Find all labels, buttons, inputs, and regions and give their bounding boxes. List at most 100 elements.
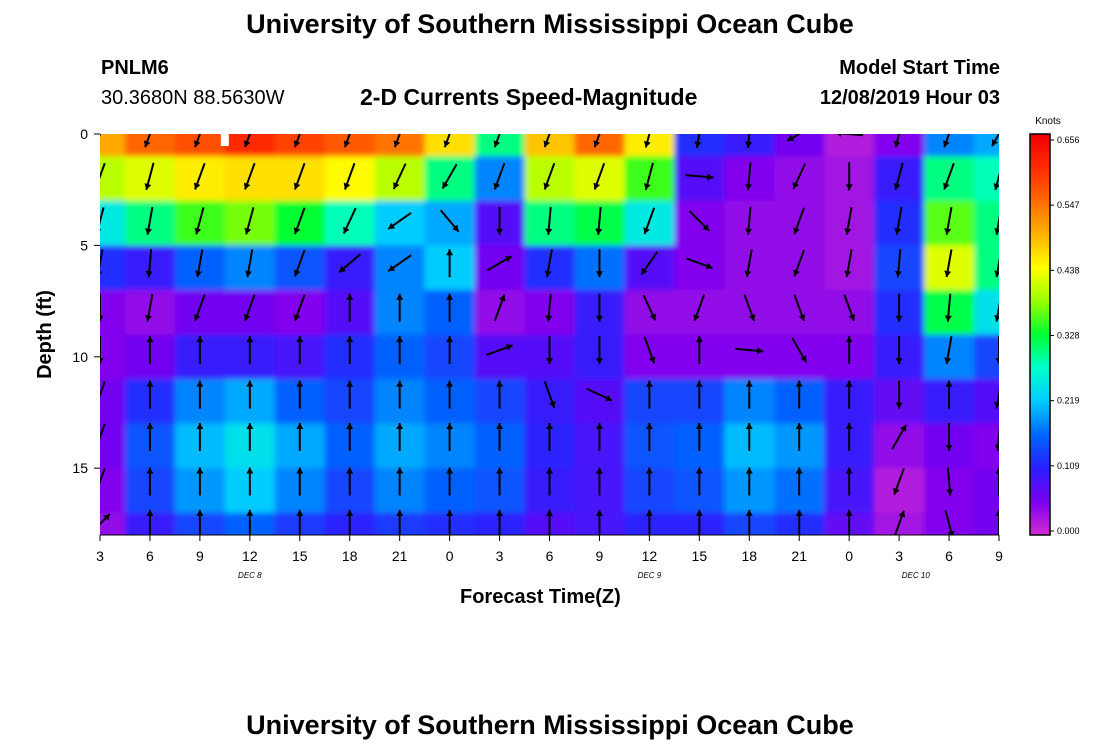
current-vector (396, 422, 404, 451)
current-vector (493, 162, 506, 190)
current-vector (246, 336, 254, 365)
current-vector (546, 336, 553, 365)
vector-head (296, 380, 304, 387)
vector-head (146, 336, 154, 343)
current-vector (993, 172, 999, 191)
vector-head (346, 509, 354, 516)
heatmap-cell (574, 134, 625, 157)
heatmap-cell (974, 200, 999, 246)
current-vector (296, 336, 304, 365)
x-tick-label: 12 (642, 548, 658, 564)
vector-head (343, 182, 351, 190)
current-vector (144, 162, 155, 191)
vector-head (744, 270, 752, 277)
heatmap-cell (574, 156, 625, 202)
vector-head (244, 227, 252, 235)
vector-head (795, 467, 803, 474)
current-vector (991, 134, 999, 147)
vector-head (100, 229, 102, 231)
heatmap-cell (774, 334, 825, 380)
current-vector (446, 509, 454, 535)
vector-head (641, 267, 648, 275)
current-vector (496, 509, 504, 535)
vector-head (144, 183, 152, 190)
current-vector (346, 422, 354, 451)
vector-head (895, 358, 903, 365)
vector-head (146, 509, 154, 516)
heatmap-cell (224, 289, 276, 335)
current-vector (745, 206, 753, 235)
x-tick-label: 21 (791, 548, 807, 564)
footer-title: University of Southern Mississippi Ocean… (246, 710, 854, 740)
vector-head (296, 422, 304, 429)
heatmap-cell (524, 379, 575, 425)
vector-head (994, 315, 999, 322)
vector-head (595, 358, 603, 365)
colorbar-tick-label: 0.000 (1057, 526, 1080, 536)
heatmap-cell (100, 468, 126, 514)
current-vector (296, 380, 304, 409)
vector-head (643, 183, 651, 190)
current-vector (595, 293, 603, 322)
vector-head (196, 336, 204, 343)
current-vector (196, 422, 204, 451)
station-coordinates: 30.3680N 88.5630W (101, 87, 285, 109)
current-vector (146, 467, 154, 496)
current-vector (843, 294, 856, 322)
vector-head (994, 401, 999, 409)
current-vector (396, 509, 404, 535)
heatmap-cell (274, 245, 326, 291)
vector-head (493, 182, 501, 190)
vector-head (595, 422, 603, 429)
current-vector (793, 294, 806, 322)
current-vector (346, 336, 354, 365)
heatmap-cell (974, 245, 999, 291)
vector-head (388, 222, 396, 229)
date-label: DEC 9 (638, 571, 662, 580)
vector-shaft (100, 162, 106, 180)
vector-head (991, 139, 999, 147)
vector-head (146, 467, 154, 474)
heatmap-cell (174, 289, 226, 335)
vector-head (845, 184, 853, 191)
current-vector (396, 336, 404, 365)
vector-head (693, 314, 700, 321)
colorbar-tick-label: 0.547 (1057, 200, 1080, 210)
vector-head (499, 294, 506, 302)
heatmap-cell (174, 156, 226, 202)
heatmap-cell (624, 200, 675, 246)
vector-head (505, 344, 513, 351)
current-vector (695, 467, 703, 496)
heatmap-cell (274, 134, 326, 157)
current-vector (446, 467, 454, 496)
vector-head (496, 228, 504, 235)
current-vector (844, 206, 853, 235)
vector-head (544, 270, 552, 277)
vector-head (643, 140, 651, 148)
heatmap-cell (624, 245, 675, 291)
vector-head (995, 358, 999, 365)
vector-head (100, 445, 101, 447)
current-vector (893, 134, 901, 148)
current-vector (100, 513, 111, 526)
vector-head (993, 183, 999, 190)
current-vector (543, 162, 556, 190)
heatmap-cell (724, 289, 775, 335)
vector-head (845, 336, 853, 343)
current-vector (146, 380, 154, 409)
heatmap-cell (124, 289, 176, 335)
current-vector (645, 422, 653, 451)
vector-head (545, 315, 553, 322)
heatmap-cell (524, 245, 575, 291)
colorbar-tick-label: 0.219 (1057, 396, 1080, 406)
current-vector (100, 134, 102, 144)
current-vector (943, 162, 955, 190)
current-vector (145, 249, 153, 278)
vector-head (100, 315, 104, 322)
current-vector (595, 422, 603, 451)
current-vector (543, 134, 551, 148)
current-vector (593, 134, 601, 148)
current-vector (296, 467, 304, 496)
current-vector (100, 162, 106, 186)
vector-head (100, 271, 103, 275)
